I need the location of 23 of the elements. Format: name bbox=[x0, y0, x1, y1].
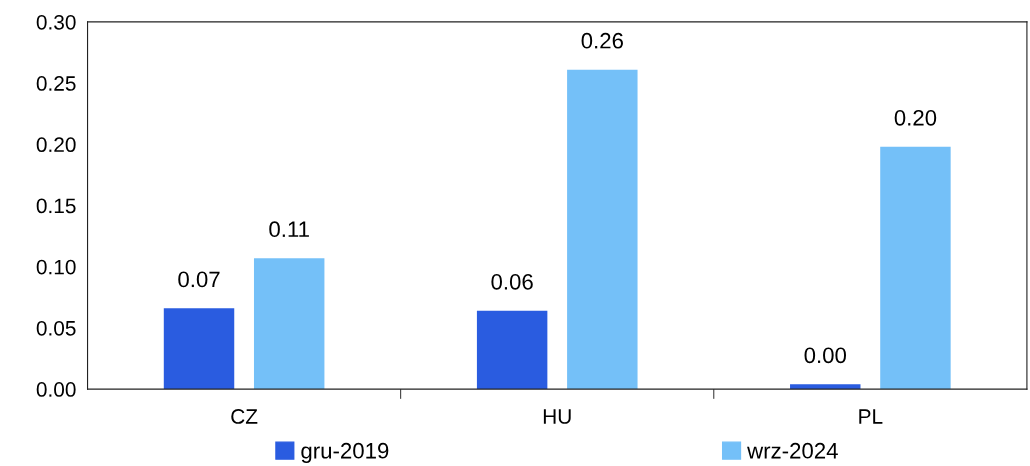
bar bbox=[880, 146, 951, 390]
data-label: 0.26 bbox=[581, 32, 623, 49]
y-tick-label: 0.10 bbox=[36, 259, 76, 275]
bar bbox=[163, 308, 235, 390]
legend-label: wrz-2024 bbox=[747, 442, 838, 459]
x-tick-label: CZ bbox=[231, 409, 258, 424]
data-label: 0.06 bbox=[491, 273, 533, 290]
bar bbox=[476, 310, 548, 390]
bar bbox=[253, 258, 325, 390]
legend-label: gru-2019 bbox=[301, 442, 389, 463]
y-tick-label: 0.20 bbox=[36, 137, 76, 153]
bar bbox=[567, 69, 638, 390]
x-tick-label: HU bbox=[543, 409, 571, 424]
data-label: 0.11 bbox=[269, 221, 309, 238]
x-tick-label: PL bbox=[859, 409, 883, 424]
data-label: 0.20 bbox=[894, 109, 937, 126]
y-tick-label: 0.00 bbox=[36, 382, 76, 397]
y-tick-label: 0.30 bbox=[36, 14, 76, 30]
y-tick-label: 0.05 bbox=[36, 320, 76, 336]
data-label: 0.07 bbox=[178, 271, 220, 288]
y-tick-label: 0.25 bbox=[36, 76, 76, 91]
data-label: 0.00 bbox=[804, 347, 847, 364]
y-tick-label: 0.15 bbox=[36, 198, 76, 214]
